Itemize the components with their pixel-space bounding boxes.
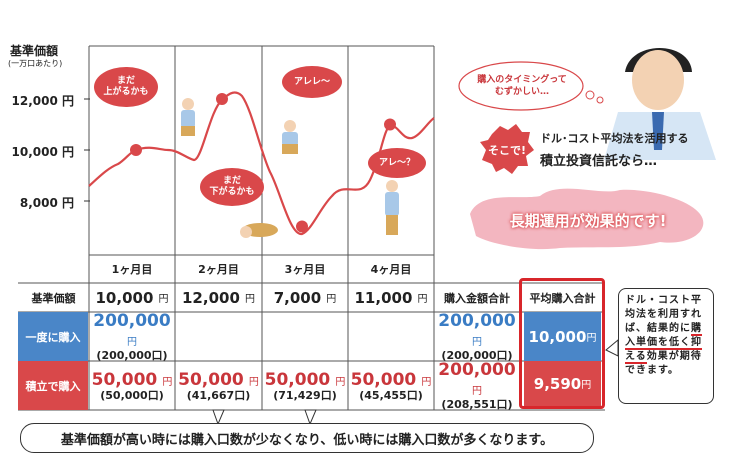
sokode-text: そこで! <box>487 144 527 157</box>
month-label-4: 4ヶ月目 <box>370 263 412 276</box>
sokode-burst <box>480 124 534 174</box>
effective-text: 長期運用が効果的です! <box>509 212 667 230</box>
bubble-are: アレ〜？ <box>368 148 426 178</box>
dca-avg: 9,590 円 <box>524 361 601 406</box>
effective-banner-shape <box>470 188 704 250</box>
falling-man-figure-1 <box>181 98 195 136</box>
bubble-still-falling: まだ 下がるかも <box>200 168 264 206</box>
y-tick-10000: 10,000 円 <box>11 145 75 159</box>
y-tick-12000: 12,000 円 <box>11 94 75 108</box>
avg-header: 平均購入合計 <box>529 291 596 305</box>
method-line-2: 積立投資信託なら… <box>540 154 658 169</box>
row-label-dca: 積立で購入 <box>18 361 88 410</box>
lying-man-figure <box>240 223 278 238</box>
summary-pointers <box>212 409 317 426</box>
dca-month-3: 50,000 円 (71,429口) <box>264 369 346 402</box>
row-label-lump: 一度に購入 <box>18 312 88 361</box>
y-tick-8000: 8,000 円 <box>19 196 74 210</box>
total-header: 購入金額合計 <box>444 291 510 305</box>
avg-highlight-box <box>519 278 605 409</box>
lump-total: 200,000円 (200,000口) <box>438 311 516 362</box>
price-point-2 <box>216 93 228 105</box>
dca-total: 200,000円 (208,551口) <box>438 360 516 411</box>
price-point-1 <box>130 144 142 156</box>
lump-avg: 10,000 円 <box>524 312 601 361</box>
month-label-1: 1ヶ月目 <box>111 263 153 276</box>
bubble-arere: アレレ〜 <box>282 66 342 98</box>
dca-month-4: 50,000 円 (45,455口) <box>350 369 432 402</box>
method-line-1: ドル･コスト平均法を活用する <box>540 132 689 145</box>
bubble-still-rising: まだ 上がるかも <box>94 67 158 107</box>
price-month-2: 12,000 円 <box>182 288 255 307</box>
month-label-3: 3ヶ月目 <box>284 263 326 276</box>
row-header-price: 基準価額 <box>31 291 76 305</box>
y-axis-subtitle: (一万口あたり) <box>8 59 63 68</box>
thought-bubble <box>458 61 604 111</box>
worried-man-figure <box>385 180 399 235</box>
price-point-4 <box>384 118 396 131</box>
lump-month-1: 200,000円 (200,000口) <box>93 311 171 362</box>
note-pointer <box>605 338 619 357</box>
note-box: ドル・コスト平均法を利用すれば、結果的に購入単価を低く抑える効果が期待できます。 <box>618 288 714 404</box>
price-month-1: 10,000 円 <box>95 288 169 307</box>
tumbling-man-figure <box>282 120 298 154</box>
dca-month-1: 50,000 円 (50,000口) <box>91 369 173 402</box>
summary-callout: 基準価額が高い時には購入口数が少なくなり、低い時には購入口数が多くなります。 <box>20 423 594 453</box>
thought-text: 購入のタイミングって むずかしい… <box>477 75 567 97</box>
price-point-3 <box>296 220 308 233</box>
price-line <box>88 91 435 236</box>
thinking-man-figure <box>604 48 716 160</box>
y-axis-title: 基準価額 <box>10 44 59 58</box>
month-label-2: 2ヶ月目 <box>198 263 239 276</box>
price-month-3: 7,000 円 <box>273 288 337 307</box>
price-month-4: 11,000 円 <box>354 288 428 307</box>
dca-month-2: 50,000 円 (41,667口) <box>178 369 259 402</box>
